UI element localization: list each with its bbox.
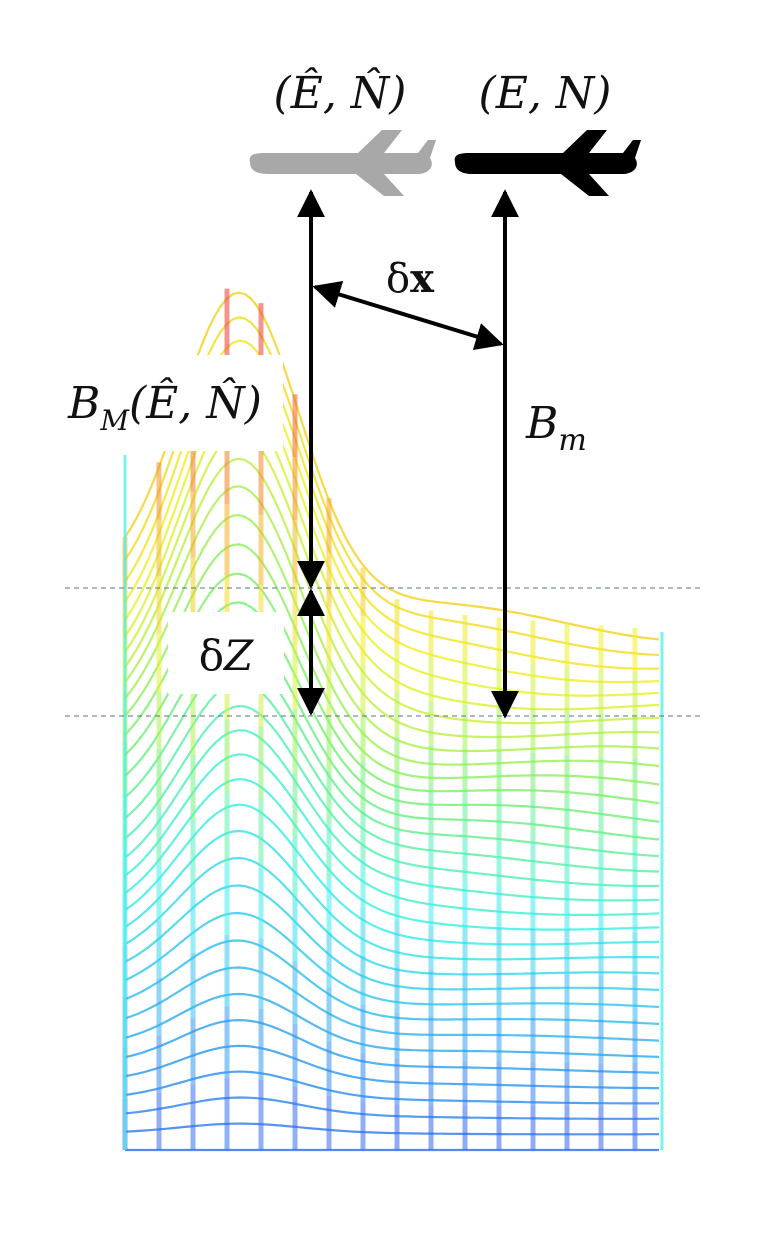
map-field-label-box [55, 355, 283, 451]
surface-contour-line [124, 856, 660, 976]
height-error-symbol: δ [199, 631, 224, 680]
surface-contour-line [124, 729, 660, 902]
surface-contour-line [124, 939, 660, 1026]
true-position-label: (E, N) [479, 68, 612, 119]
position-error-symbol: δ [386, 256, 410, 302]
surface-contour-line [124, 829, 660, 961]
surface-contour-line [124, 1070, 659, 1105]
surface-contour-line [124, 485, 660, 753]
surface-contour-line [124, 1122, 659, 1136]
surface-contour-line [124, 992, 660, 1058]
surface-contour-line [124, 753, 660, 916]
airplane-icon [454, 130, 641, 196]
surface-contour-line [124, 1018, 660, 1074]
position-error-arrow [312, 280, 504, 351]
height-error-label-box [168, 612, 284, 694]
surface-contour-line [124, 1044, 659, 1090]
map-field-main: B [67, 378, 100, 429]
surface-contour-line [124, 884, 660, 992]
measured-field-sub: m [558, 423, 586, 458]
estimated-position-label: (Ê, N̂) [274, 66, 407, 119]
surface-contour-line [124, 457, 660, 739]
surface-contour-line [124, 911, 660, 1009]
position-error-var: x [410, 255, 435, 302]
surface-contour-line [124, 291, 660, 641]
airplane-icon [249, 130, 436, 196]
surface-contour-line [124, 680, 660, 873]
surface-contour-line [124, 966, 660, 1042]
surface-contour-line [124, 543, 660, 786]
height-error-var: Z [222, 631, 254, 680]
surface-contour-line [124, 704, 659, 888]
surface-contour-line [124, 316, 660, 657]
surface-contour-line [124, 803, 660, 946]
map-field-label: BM(Ê, N̂) [67, 376, 262, 437]
map-field-args: (Ê, N̂) [129, 376, 262, 429]
measured-field-label: Bm [525, 398, 587, 458]
surface-contour-line [124, 1096, 659, 1120]
measured-field-main: B [525, 398, 558, 449]
position-error-label: δx [386, 255, 435, 302]
height-error-label: δZ [199, 631, 254, 680]
surface-contour-line [124, 777, 660, 931]
map-field-sub: M [99, 404, 130, 437]
surface-contour-line [124, 431, 660, 725]
surface-contour-line [124, 513, 660, 768]
